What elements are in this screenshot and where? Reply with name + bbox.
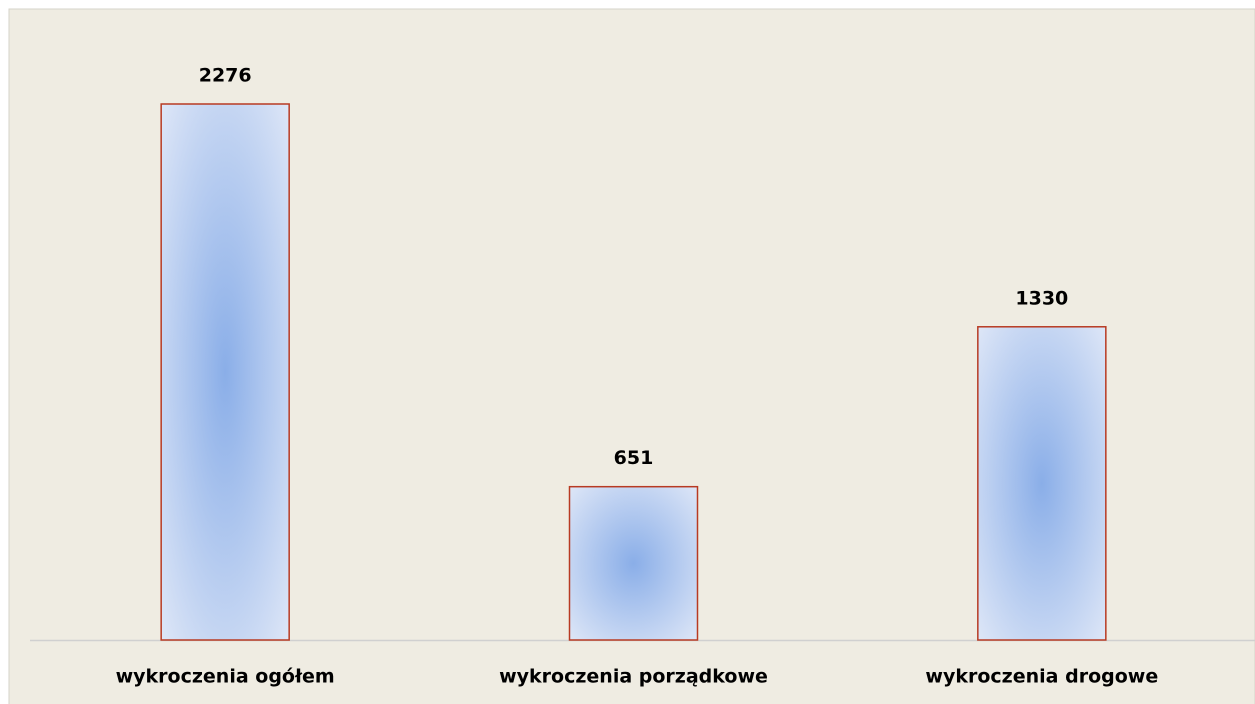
x-tick-label: wykroczenia drogowe — [925, 666, 1158, 688]
bar — [160, 103, 290, 641]
bar — [568, 485, 699, 641]
bar — [977, 326, 1107, 641]
value-label: 1330 — [1015, 287, 1068, 309]
value-label: 2276 — [199, 65, 252, 87]
value-label: 651 — [614, 447, 654, 469]
x-tick-label: wykroczenia ogółem — [116, 666, 335, 688]
x-tick-label: wykroczenia porządkowe — [499, 666, 768, 688]
